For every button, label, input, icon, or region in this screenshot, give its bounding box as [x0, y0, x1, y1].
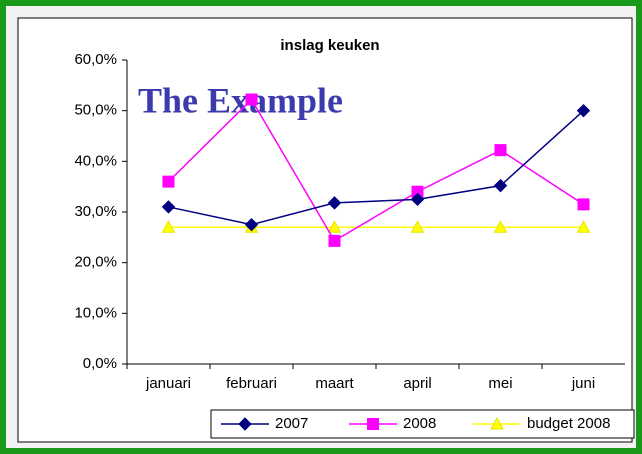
- x-tick-label: mei: [488, 375, 512, 392]
- marker: [161, 220, 176, 233]
- legend-label: 2007: [275, 415, 308, 432]
- marker: [245, 93, 258, 106]
- x-tick-label: juni: [571, 375, 595, 392]
- y-tick-label: 20,0%: [74, 254, 117, 271]
- marker: [494, 144, 507, 157]
- marker: [493, 220, 508, 233]
- y-tick-label: 40,0%: [74, 152, 117, 169]
- marker: [576, 220, 591, 233]
- y-tick-label: 0,0%: [83, 355, 117, 372]
- x-tick-label: januari: [145, 375, 191, 392]
- series-line: [168, 110, 585, 226]
- marker: [577, 198, 590, 211]
- marker: [410, 192, 425, 207]
- legend-marker: [367, 418, 379, 430]
- y-tick-label: 50,0%: [74, 102, 117, 119]
- marker: [328, 234, 341, 247]
- marker: [244, 217, 259, 232]
- x-tick-label: maart: [315, 375, 354, 392]
- marker: [327, 196, 342, 210]
- marker: [161, 200, 176, 214]
- marker: [576, 103, 591, 118]
- legend-label: 2008: [403, 415, 436, 432]
- y-tick-label: 60,0%: [74, 51, 117, 68]
- y-tick-label: 10,0%: [74, 304, 117, 321]
- x-tick-label: april: [403, 375, 431, 392]
- watermark: The Example: [138, 80, 343, 120]
- legend-marker: [238, 417, 252, 431]
- chart-title: inslag keuken: [280, 37, 379, 54]
- marker: [162, 175, 175, 188]
- legend-label: budget 2008: [527, 415, 610, 432]
- x-tick-label: februari: [226, 375, 277, 392]
- legend-box: [210, 409, 635, 439]
- marker: [327, 220, 342, 233]
- marker: [410, 220, 425, 233]
- chart-area: [17, 17, 633, 443]
- marker: [493, 178, 508, 193]
- marker: [411, 185, 424, 198]
- legend-marker: [490, 416, 504, 430]
- y-tick-label: 30,0%: [74, 203, 117, 220]
- series-line: [167, 98, 584, 242]
